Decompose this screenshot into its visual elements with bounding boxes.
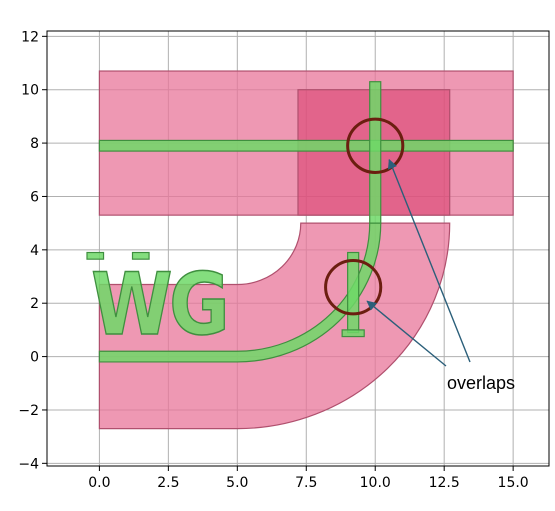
y-tick-label: 8 [30, 136, 39, 152]
axes-frame [46, 30, 550, 467]
overlap-circle [324, 259, 383, 316]
letter-serif [86, 251, 105, 260]
layout-shapes: WG [86, 70, 514, 430]
x-tick-label: 5.0 [226, 475, 248, 491]
y-tick-label: −2 [18, 403, 39, 419]
vertical-waveguide [369, 81, 382, 224]
y-tick-label: 4 [30, 243, 39, 259]
x-tick-label: 12.5 [429, 475, 460, 491]
overlap-arrow [387, 158, 471, 363]
axis-ticks: 0.0 2.5 5.0 7.5 10.0 12.5 15.0 −4 −2 0 2 4 6 8 10 12 [18, 29, 528, 491]
y-tick-label: −4 [18, 456, 39, 472]
overlap-circle [346, 117, 405, 174]
overlaps-annotation-text: overlaps [447, 373, 515, 393]
x-tick-label: 15.0 [498, 475, 529, 491]
x-tick-label: 7.5 [295, 475, 317, 491]
overlap-arrow [366, 300, 447, 367]
horizontal-waveguide [98, 139, 514, 152]
x-tick-label: 10.0 [360, 475, 391, 491]
annotations [324, 117, 471, 367]
y-tick-label: 2 [30, 296, 39, 312]
y-tick-label: 12 [21, 29, 39, 45]
digit-one-stem [347, 251, 360, 334]
y-tick-label: 0 [30, 350, 39, 366]
y-tick-label: 6 [30, 189, 39, 205]
bend-waveguide [98, 222, 382, 363]
x-tick-label: 2.5 [157, 475, 179, 491]
y-tick-label: 10 [21, 83, 39, 99]
letter-serif [131, 251, 150, 260]
wg-letters-shape: WG [91, 255, 226, 355]
digit-one-base [341, 329, 365, 338]
x-tick-label: 0.0 [88, 475, 110, 491]
